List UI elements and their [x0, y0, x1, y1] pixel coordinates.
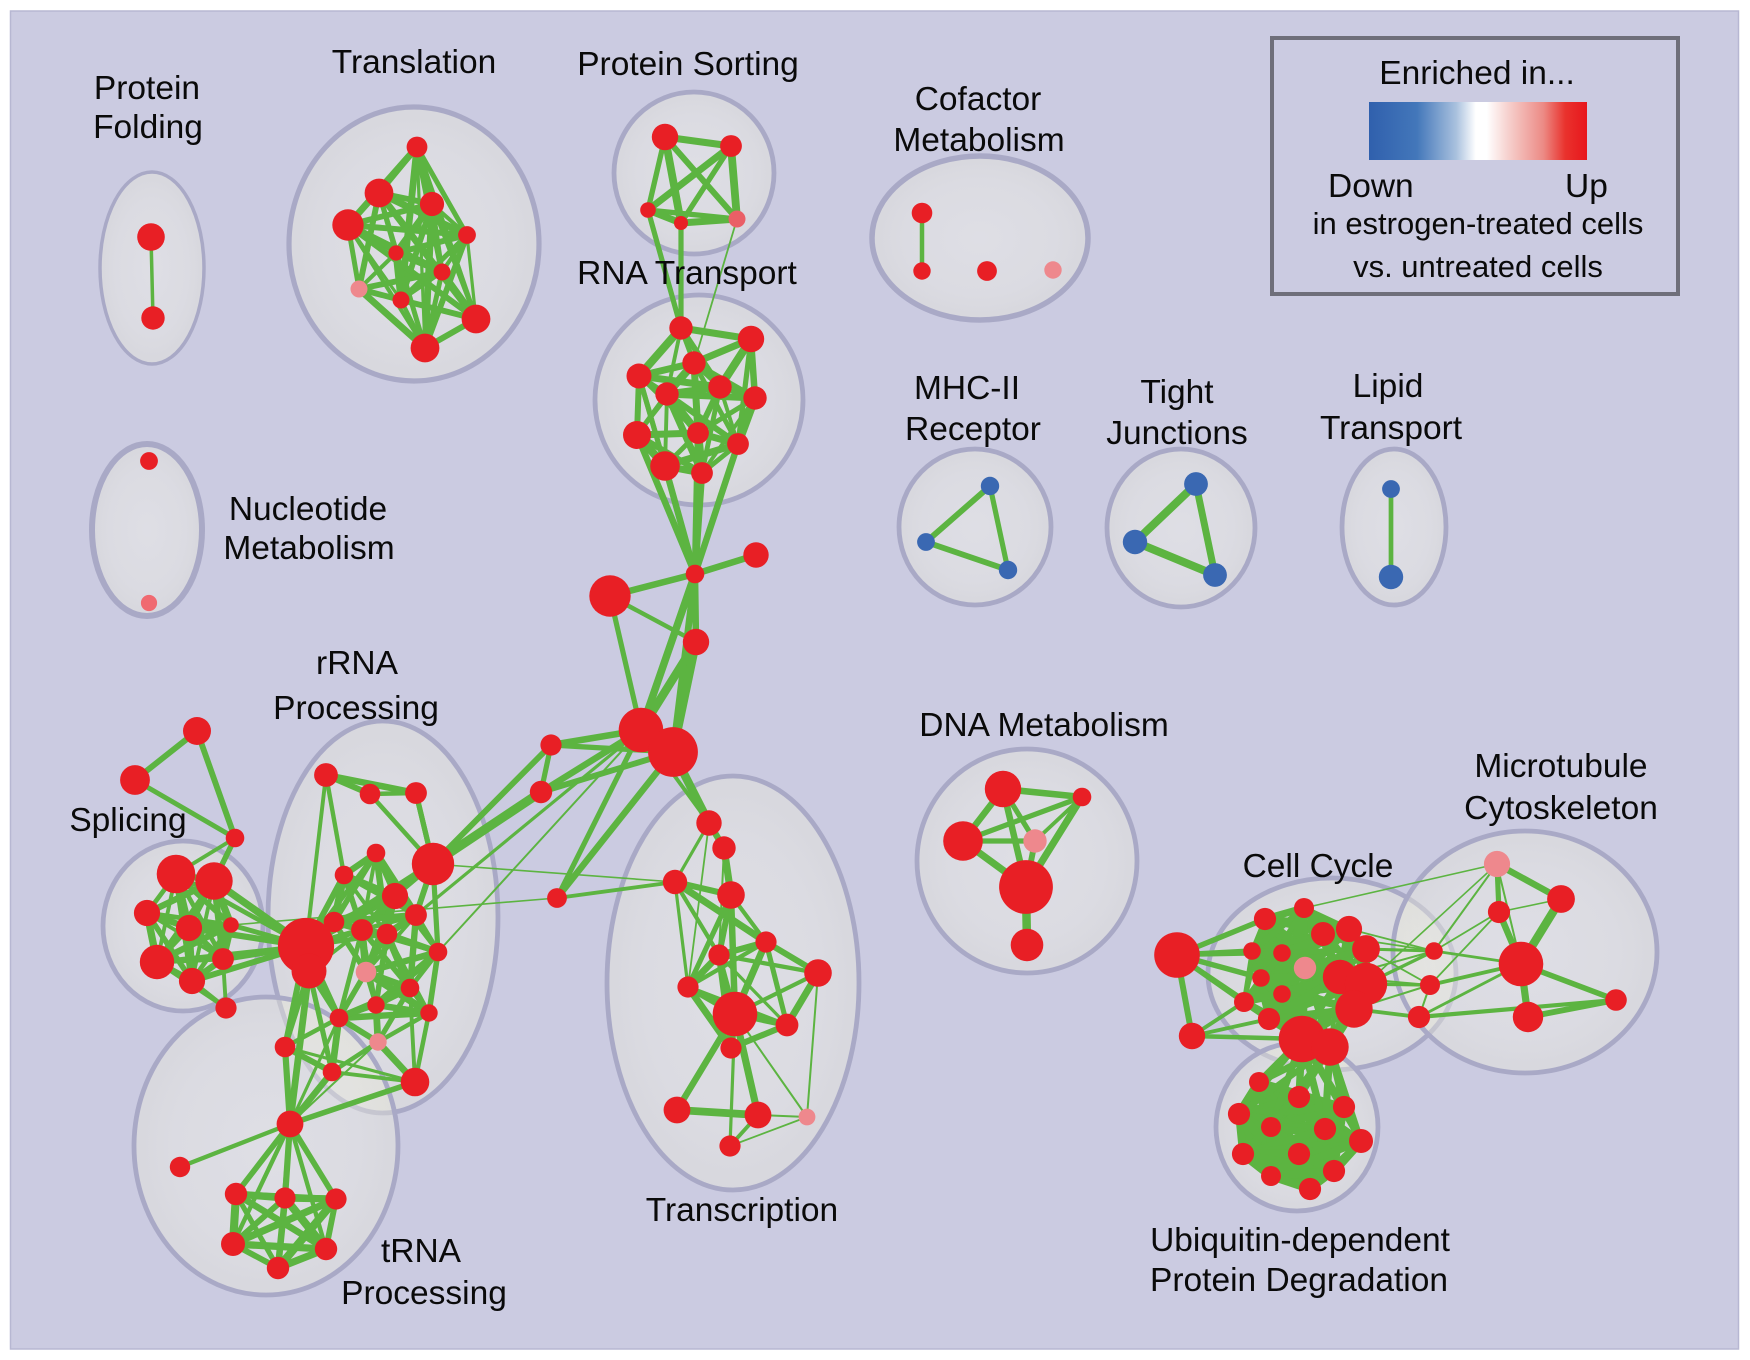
svg-text:Metabolism: Metabolism [223, 530, 394, 567]
svg-text:Processing: Processing [273, 690, 439, 727]
svg-text:Folding: Folding [93, 109, 203, 146]
svg-text:Metabolism: Metabolism [893, 122, 1064, 159]
svg-text:RNA Transport: RNA Transport [577, 255, 797, 292]
svg-text:Down: Down [1328, 168, 1414, 205]
svg-text:in estrogen-treated cells: in estrogen-treated cells [1313, 206, 1644, 241]
svg-text:MHC-II: MHC-II [914, 370, 1020, 407]
svg-text:Cytoskeleton: Cytoskeleton [1464, 790, 1658, 827]
svg-text:vs. untreated cells: vs. untreated cells [1353, 249, 1603, 284]
svg-text:Cell Cycle: Cell Cycle [1243, 848, 1394, 885]
svg-text:Processing: Processing [341, 1275, 507, 1312]
svg-text:Up: Up [1565, 168, 1608, 205]
svg-text:tRNA: tRNA [381, 1233, 462, 1270]
svg-text:Cofactor: Cofactor [915, 81, 1042, 118]
svg-text:Transcription: Transcription [646, 1192, 838, 1229]
svg-text:Nucleotide: Nucleotide [229, 491, 387, 528]
svg-text:Junctions: Junctions [1106, 415, 1248, 452]
svg-text:Microtubule: Microtubule [1474, 748, 1647, 785]
svg-text:DNA Metabolism: DNA Metabolism [919, 707, 1168, 744]
svg-text:Lipid: Lipid [1353, 368, 1424, 405]
svg-text:Protein Degradation: Protein Degradation [1150, 1262, 1448, 1299]
svg-text:Protein: Protein [94, 70, 200, 107]
svg-text:Tight: Tight [1140, 374, 1214, 411]
svg-text:Ubiquitin-dependent: Ubiquitin-dependent [1150, 1222, 1451, 1259]
svg-text:Enriched in...: Enriched in... [1379, 55, 1575, 92]
svg-text:Splicing: Splicing [69, 802, 186, 839]
svg-text:rRNA: rRNA [316, 645, 399, 682]
svg-text:Protein Sorting: Protein Sorting [577, 46, 799, 83]
svg-text:Translation: Translation [332, 44, 496, 81]
svg-text:Transport: Transport [1320, 410, 1463, 447]
svg-text:Receptor: Receptor [905, 411, 1041, 448]
